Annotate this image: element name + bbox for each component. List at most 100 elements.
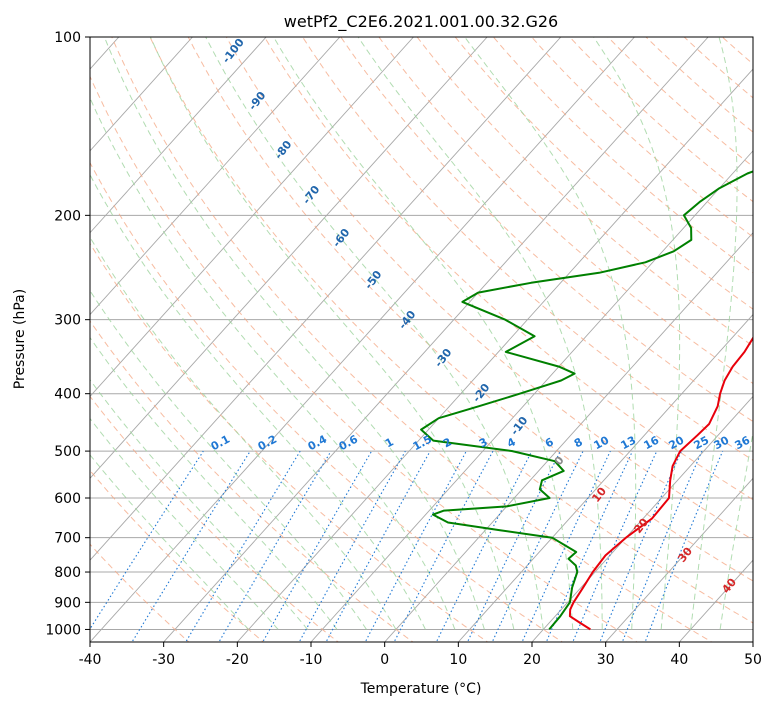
moist-adiabat-line: [90, 417, 279, 630]
isotherm-line: [310, 150, 753, 642]
dry-adiabat-line: [569, 37, 753, 203]
mixing-ratio-label: 10: [592, 433, 612, 452]
dry-adiabat-label: 20: [631, 516, 651, 536]
dry-adiabat-label: -100: [220, 36, 247, 66]
x-tick-label: 0: [380, 652, 389, 668]
y-tick-label: 900: [54, 595, 81, 611]
mixing-ratio-line: [545, 450, 633, 642]
y-tick-label: 700: [54, 531, 81, 547]
mixing-ratio-label: 13: [619, 434, 639, 453]
x-tick-label: -30: [152, 652, 175, 668]
mixing-ratio-line: [364, 450, 467, 642]
moist-adiabat-line: [205, 37, 544, 630]
isotherm-line: [90, 37, 193, 152]
dry-adiabat-line: [530, 37, 753, 238]
isotherm-line: [752, 641, 753, 642]
mixing-ratio-label: 36: [733, 433, 753, 452]
x-tick-label: -20: [226, 652, 249, 668]
mixing-ratio-line: [521, 450, 611, 642]
dry-adiabat-line: [90, 469, 265, 642]
dry-adiabat-line: [454, 37, 753, 310]
moist-adiabat-line: [593, 37, 681, 630]
dry-adiabat-line: [492, 37, 753, 274]
mixing-ratio-line: [491, 450, 584, 642]
dry-adiabat-line: [149, 37, 753, 624]
isotherm-line: [90, 37, 341, 316]
moist-adiabat-line: [103, 37, 485, 630]
isotherm-line: [384, 232, 753, 642]
dry-adiabat-line: [721, 37, 753, 65]
moist-adiabat-line: [90, 236, 397, 630]
moist-adiabat-line: [357, 37, 603, 630]
mixing-ratio-line: [131, 450, 251, 642]
dry-adiabat-line: [225, 37, 753, 541]
mixing-ratio-label: 4: [505, 435, 518, 450]
mixing-ratio-label: 16: [642, 433, 662, 452]
mixing-ratio-line: [599, 450, 682, 642]
y-tick-label: 100: [54, 30, 81, 46]
dry-adiabat-line: [90, 161, 564, 642]
background-lines: [90, 37, 753, 642]
mixing-ratio-label: 25: [692, 434, 712, 453]
y-axis: 100 200 300 400 500 600 700 800 900 1000: [45, 30, 90, 638]
moist-adiabat-line: [90, 289, 367, 630]
y-tick-label: 1000: [45, 622, 81, 638]
dry-adiabat-label: -50: [362, 268, 385, 292]
isotherm-line: [90, 37, 562, 561]
x-tick-label: 20: [523, 652, 541, 668]
dry-adiabat-line: [90, 75, 638, 642]
moist-adiabat-line: [149, 37, 515, 630]
dry-adiabat-line: [340, 37, 753, 423]
isotherm-line: [90, 37, 488, 479]
y-tick-label: 400: [54, 387, 81, 403]
x-tick-label: 40: [670, 652, 688, 668]
dry-adiabat-label: 10: [589, 485, 609, 505]
moist-adiabat-line: [719, 430, 753, 630]
y-tick-label: 600: [54, 491, 81, 507]
isotherm-line: [236, 68, 753, 642]
moist-adiabat-line: [90, 378, 308, 630]
isotherm-line: [90, 37, 635, 642]
dry-adiabat-line: [111, 37, 713, 642]
dry-adiabat-line: [187, 37, 753, 582]
mixing-ratio-line: [435, 450, 533, 642]
mixing-ratio-label: 1.5: [411, 433, 434, 454]
dewpoint-profile-line: [420, 170, 753, 631]
dry-adiabat-line: [90, 320, 414, 642]
dry-adiabat-line: [378, 37, 753, 385]
x-tick-label: 10: [449, 652, 467, 668]
x-axis-label: Temperature (°C): [360, 681, 482, 697]
moist-adiabat-line: [90, 336, 338, 630]
y-tick-label: 300: [54, 313, 81, 329]
data-series: [420, 170, 753, 631]
isotherm-line: [90, 37, 414, 398]
dry-adiabat-label: -90: [246, 89, 269, 113]
y-tick-label: 800: [54, 565, 81, 581]
x-tick-label: -10: [300, 652, 323, 668]
dry-adiabat-label: -70: [300, 183, 323, 207]
isotherm-line: [605, 477, 753, 642]
mixing-ratio-line: [262, 450, 373, 642]
y-axis-label: Pressure (hPa): [12, 289, 28, 389]
plot-frame: [89, 36, 754, 643]
mixing-ratio-line: [466, 450, 561, 642]
isotherm-line: [457, 313, 753, 642]
y-tick-label: 500: [54, 444, 81, 460]
mixing-ratio-label: 30: [712, 433, 732, 452]
dry-adiabat-label: 0: [552, 454, 567, 468]
mixing-ratio-line: [218, 450, 332, 642]
x-tick-label: 30: [597, 652, 615, 668]
mixing-ratio-line: [90, 450, 204, 630]
dry-adiabat-line: [645, 37, 753, 133]
dry-adiabat-line: [263, 37, 753, 501]
moist-adiabat-line: [690, 37, 738, 630]
mixing-ratio-label: 20: [667, 433, 687, 452]
dry-adiabat-line: [90, 543, 190, 642]
moist-adiabat-line: [464, 37, 637, 630]
mixing-ratio-label: 0.1: [209, 433, 232, 454]
isotherm-line: [163, 37, 709, 642]
mixing-ratio-line: [298, 450, 406, 642]
temperature-profile-line: [568, 336, 753, 631]
y-tick-label: 200: [54, 208, 81, 224]
